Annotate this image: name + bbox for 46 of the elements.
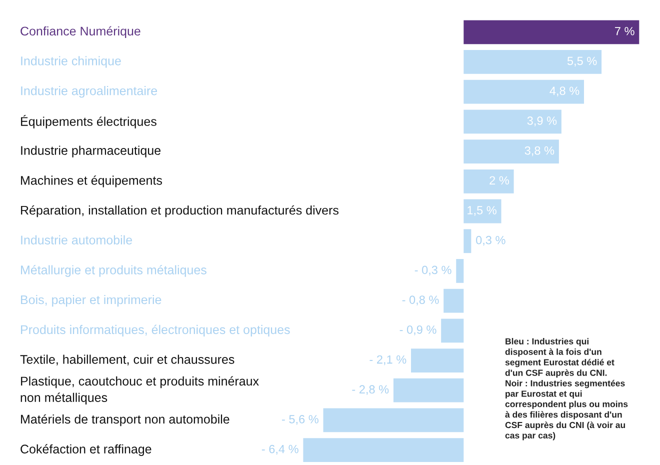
y-tick-label: Équipements électriques	[21, 114, 156, 128]
y-tick-label: Produits informatiques, électroniques et optiques	[21, 324, 290, 337]
data-label: - 2,1 %	[370, 355, 406, 366]
bar	[323, 408, 464, 432]
y-tick-label: Industrie automobile	[21, 235, 132, 244]
y-tick-label: Bois, papier et imprimerie	[21, 294, 162, 307]
data-label: - 0,9 %	[400, 325, 436, 336]
y-tick-label: Textile, habillement, cuir et chaussures	[20, 354, 234, 366]
bar	[303, 438, 464, 462]
data-label: 2 %	[490, 176, 509, 185]
bar	[464, 80, 584, 104]
text: Bleu : Industries qui disposent à la fois d'un segment Eurostat dédié et d'un CSF auprès du CNI. Noir : Industries segmentées par Eurostat et qui correspondent plus ou moins à des filières disposant d'un CSF auprès du CNI (à voir au cas par cas)	[505, 338, 628, 440]
bar	[464, 199, 502, 224]
data-label: 0,3 %	[476, 236, 506, 246]
bar	[464, 110, 562, 134]
data-label: - 5,6 %	[282, 415, 318, 425]
y-tick-label: Cokéfaction et raffinage	[20, 444, 152, 456]
y-tick-label: Industrie chimique	[21, 56, 121, 68]
bar	[464, 169, 514, 194]
y-tick-label: Confiance Numérique	[20, 26, 140, 38]
y-tick-label: Industrie pharmaceutique	[21, 146, 161, 158]
data-label: - 2,8 %	[352, 385, 389, 395]
bar	[456, 259, 464, 283]
data-label: 1,5 %	[468, 206, 496, 216]
data-label: - 0,8 %	[402, 296, 439, 306]
y-tick-label: Industrie agroalimentaire	[21, 86, 158, 98]
bar	[464, 20, 640, 44]
bar	[464, 140, 559, 164]
y-tick-label: Machines et équipements	[21, 175, 162, 188]
data-label: 3,8 %	[524, 146, 554, 156]
y-tick-label: Métallurgie et produits métaliques	[21, 265, 206, 277]
data-label: - 6,4 %	[262, 444, 298, 455]
bar	[464, 50, 602, 74]
bar	[444, 288, 464, 313]
y-tick-label: Réparation, installation et production manufacturés divers	[21, 205, 338, 218]
data-label: 4,8 %	[550, 86, 580, 96]
bar	[441, 318, 464, 343]
bar	[393, 378, 464, 402]
data-label: 5,5 %	[567, 56, 597, 67]
data-label: - 0,3 %	[414, 266, 452, 276]
data-label: 7 %	[615, 26, 634, 36]
data-label: 3,9 %	[527, 116, 557, 126]
bar	[411, 348, 464, 372]
y-tick-label: Matériels de transport non automobile	[21, 414, 230, 426]
y-tick-label: Plastique, caoutchouc et produits minéraux non métalliques	[20, 376, 259, 404]
bar	[464, 229, 472, 254]
